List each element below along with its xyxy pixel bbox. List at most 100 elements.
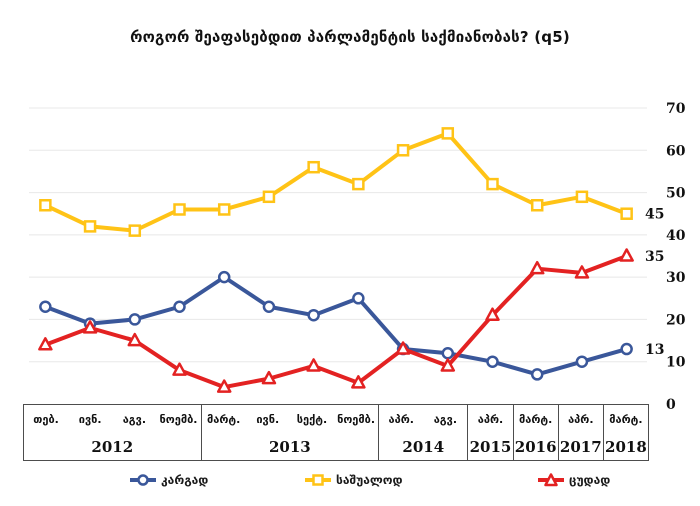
marker-average-9: [441, 127, 455, 140]
y-tick-70: 70: [666, 101, 686, 117]
month-label: მარტ.: [609, 413, 643, 426]
series-good-line: [43, 275, 629, 377]
marker-good-11: [530, 368, 544, 381]
legend-item-bad: ცუდად: [536, 468, 610, 492]
year-group-2013: მარტ. ივნ. სექტ. ნოემბ. 2013: [202, 405, 380, 460]
y-tick-10: 10: [666, 355, 686, 371]
marker-bad-6: [306, 358, 321, 372]
marker-bad-12: [574, 265, 590, 279]
month-label: აგვ.: [433, 413, 458, 426]
marker-good-0: [39, 300, 52, 313]
legend-item-average: საშუალოდ: [303, 468, 403, 492]
series-average-line: [43, 131, 629, 233]
month-label: თებ.: [33, 413, 59, 426]
marker-good-3: [173, 300, 186, 313]
legend-circle-marker-icon: [130, 474, 156, 486]
marker-bad-3: [172, 362, 187, 376]
marker-good-12: [575, 355, 589, 368]
legend-item-good: კარგად: [128, 468, 208, 492]
month-row: მარტ. ივნ. სექტ. ნოემბ.: [202, 405, 379, 434]
marker-good-9: [441, 347, 455, 360]
end-label-average: 45: [645, 207, 664, 223]
marker-bad-2: [127, 332, 143, 347]
legend-marker-shape: [544, 473, 558, 487]
legend-marker-shape: [137, 474, 149, 486]
month-label: აგვ.: [122, 413, 147, 426]
y-tick-20: 20: [666, 312, 686, 328]
marker-bad-1: [82, 320, 98, 334]
marker-average-8: [396, 144, 410, 157]
year-label-2018: 2018: [605, 438, 647, 456]
marker-good-5: [262, 300, 276, 313]
month-label: აპრ.: [477, 413, 504, 426]
month-label: ნოემბ.: [337, 413, 376, 426]
month-label: მარტ.: [207, 413, 241, 426]
year-group-2014: აპრ. აგვ. 2014: [379, 405, 469, 460]
chart-title: როგორ შეაფასებდით პარლამენტის საქმიანობა…: [130, 28, 570, 46]
year-label-2013: 2013: [268, 438, 311, 456]
month-label: ნოემბ.: [159, 413, 198, 426]
month-label: აპრ.: [568, 413, 594, 426]
marker-average-4: [217, 203, 231, 216]
month-label: ივნ.: [78, 413, 102, 426]
end-label-good: 13: [645, 342, 664, 358]
marker-good-4: [217, 270, 231, 284]
legend-label-bad: ცუდად: [569, 473, 611, 487]
month-row: მარტ.: [604, 405, 648, 434]
month-label: სექტ.: [296, 413, 328, 426]
month-row: აპრ. აგვ.: [379, 405, 467, 434]
marker-bad-13: [619, 248, 634, 262]
marker-average-7: [352, 177, 365, 191]
legend-marker-shape: [312, 474, 324, 486]
y-tick-0: 0: [666, 397, 676, 413]
month-row: აპრ.: [468, 405, 512, 434]
legend-square-marker-icon: [305, 474, 331, 486]
marker-good-6: [307, 308, 320, 322]
month-row: აპრ.: [559, 405, 603, 434]
marker-bad-4: [216, 379, 232, 393]
marker-good-2: [128, 313, 142, 326]
year-label-2012: 2012: [91, 438, 134, 456]
marker-average-11: [530, 199, 544, 212]
month-label: მარტ.: [519, 413, 553, 426]
marker-good-10: [486, 355, 499, 368]
year-group-2017: აპრ. 2017: [559, 405, 604, 460]
marker-bad-10: [485, 307, 500, 321]
marker-average-3: [173, 203, 186, 216]
marker-bad-7: [351, 375, 366, 389]
marker-bad-0: [38, 337, 53, 351]
marker-bad-9: [440, 358, 456, 372]
year-label-2014: 2014: [402, 438, 445, 456]
year-group-2016: მარტ. 2016: [514, 405, 559, 460]
chart-legend: კარგად საშუალოდ ცუდად: [0, 468, 700, 498]
year-group-2012: თებ. ივნ. აგვ. ნოემბ. 2012: [24, 405, 202, 460]
y-tick-50: 50: [666, 186, 686, 202]
y-tick-40: 40: [666, 228, 686, 244]
x-axis-table: თებ. ივნ. აგვ. ნოემბ. 2012 მარტ. ივნ. სექტ. ნოემ…: [23, 404, 649, 461]
marker-bad-5: [261, 370, 277, 385]
year-label-2017: 2017: [559, 438, 602, 456]
legend-label-average: საშუალოდ: [336, 473, 403, 487]
marker-bad-8: [395, 341, 411, 355]
marker-average-13: [620, 207, 633, 220]
y-tick-30: 30: [666, 270, 686, 286]
month-row: მარტ.: [514, 405, 558, 434]
series-bad-line: [43, 254, 629, 390]
marker-good-13: [620, 342, 633, 356]
marker-average-12: [575, 190, 589, 204]
marker-average-0: [39, 199, 52, 212]
legend-triangle-marker-icon: [538, 473, 564, 487]
y-tick-60: 60: [666, 143, 686, 159]
month-row: თებ. ივნ. აგვ. ნოემბ.: [24, 405, 201, 434]
marker-average-2: [128, 224, 142, 237]
legend-label-good: კარგად: [161, 473, 209, 487]
year-group-2015: აპრ. 2015: [468, 405, 514, 460]
marker-good-7: [352, 292, 365, 305]
marker-average-10: [486, 177, 499, 191]
month-label: აპრ.: [388, 413, 414, 426]
end-label-bad: 35: [645, 249, 664, 265]
marker-average-6: [307, 160, 320, 174]
marker-bad-11: [529, 260, 545, 275]
